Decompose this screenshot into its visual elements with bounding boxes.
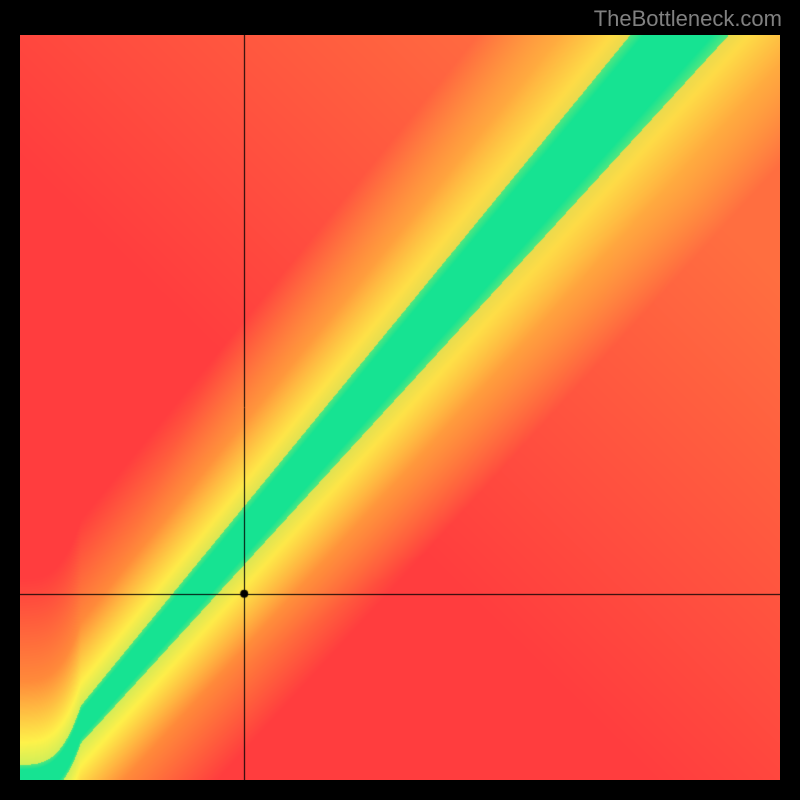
watermark-label: TheBottleneck.com [594,6,782,32]
chart-container: TheBottleneck.com [0,0,800,800]
heatmap-canvas [20,35,780,780]
plot-area [20,35,780,780]
